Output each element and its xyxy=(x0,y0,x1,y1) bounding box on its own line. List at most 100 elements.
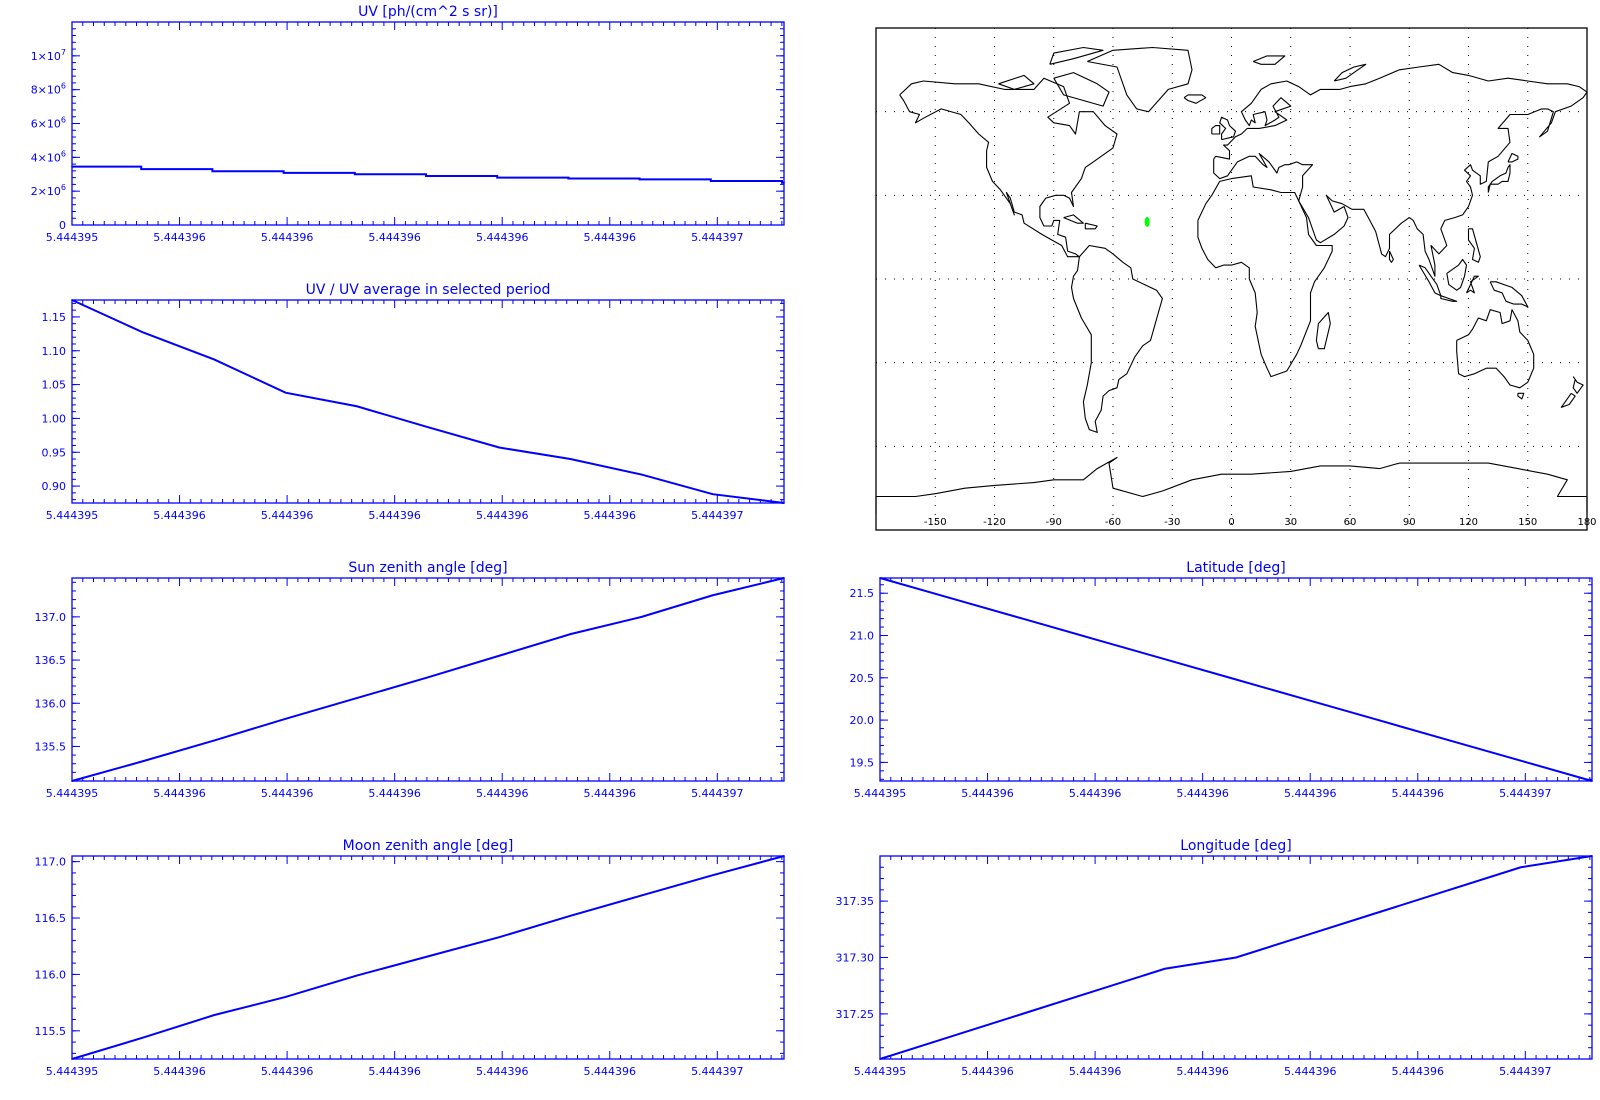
x-tick-label: 5.444396 xyxy=(476,787,529,800)
x-tick-label: 5.444396 xyxy=(476,231,529,244)
data-point xyxy=(1520,866,1522,869)
x-tick-label: 5.444397 xyxy=(1499,1065,1552,1078)
data-point xyxy=(783,181,785,184)
data-point xyxy=(1021,1013,1024,1015)
data-point xyxy=(71,299,73,301)
data-point xyxy=(142,760,144,762)
plot-frame xyxy=(879,577,1593,782)
data-point xyxy=(712,180,714,182)
x-tick-label: 5.444397 xyxy=(691,1065,744,1078)
chart-title: Sun zenith angle [deg] xyxy=(348,560,507,576)
data-point xyxy=(1164,658,1166,660)
y-tick-label: 1.00 xyxy=(42,412,67,425)
y-tick-label: 21.5 xyxy=(850,587,875,600)
y-tick-exponent: 6 xyxy=(61,82,66,91)
y-tick-mantissa: 2×10 xyxy=(31,185,61,198)
coastline-hispaniola xyxy=(1084,222,1098,230)
x-tick-label: 5.444397 xyxy=(691,787,744,800)
chart-title: Moon zenith angle [deg] xyxy=(343,838,514,854)
data-point xyxy=(569,458,572,460)
data-point xyxy=(498,446,501,449)
coastline-north-america xyxy=(899,77,1118,258)
data-point xyxy=(213,170,216,173)
y-tick-label: 317.25 xyxy=(836,1008,875,1021)
y-tick-label: 115.5 xyxy=(35,1025,67,1038)
x-tick-label: 5.444396 xyxy=(1392,787,1445,800)
coastline-tasmania xyxy=(1517,392,1525,400)
chart-longitude: Longitude [deg] 5.444395 5.444396 5.444396 5… xyxy=(836,838,1593,1078)
y-tick-label: 117.0 xyxy=(35,856,67,869)
map-lon-label: 0 xyxy=(1228,517,1234,528)
x-tick-label: 5.444396 xyxy=(584,231,637,244)
x-tick-label: 5.444396 xyxy=(1392,1065,1445,1078)
chart-uv-ratio: UV / UV average in selected period 5.4443… xyxy=(42,282,785,522)
map-lon-label: 30 xyxy=(1284,517,1297,528)
data-point xyxy=(1377,911,1380,914)
y-tick-label: 4×106 xyxy=(31,149,66,164)
data-point xyxy=(427,955,429,958)
y-tick-label: 8×106 xyxy=(31,82,66,97)
x-tick-label: 5.444396 xyxy=(368,231,421,244)
data-point xyxy=(213,739,216,742)
data-point xyxy=(783,502,785,504)
y-tick-exponent: 6 xyxy=(61,116,66,125)
x-tick-label: 5.444396 xyxy=(476,1065,529,1078)
data-point xyxy=(71,165,73,168)
data-point xyxy=(1448,889,1451,891)
coastline-novaya-zemlya xyxy=(1333,63,1367,82)
plot-frame xyxy=(71,577,785,782)
x-tick-label: 5.444396 xyxy=(153,509,206,522)
data-point xyxy=(640,178,643,181)
x-tick-label: 5.444396 xyxy=(261,509,314,522)
y-tick-label: 0 xyxy=(59,219,66,232)
data-point xyxy=(498,176,501,179)
data-point xyxy=(1520,759,1522,762)
data-point xyxy=(1306,934,1308,936)
x-tick-label: 5.444396 xyxy=(1176,787,1229,800)
y-tick-mantissa: 1×10 xyxy=(31,50,61,63)
data-point xyxy=(284,172,287,174)
map-frame xyxy=(875,27,1588,531)
position-marker xyxy=(1144,216,1150,227)
chart-title: UV / UV average in selected period xyxy=(306,282,551,298)
data-point xyxy=(640,616,643,618)
x-tick-label: 5.444396 xyxy=(584,509,637,522)
y-tick-label: 0.95 xyxy=(42,446,67,459)
data-point xyxy=(427,426,429,429)
y-tick-exponent: 6 xyxy=(61,149,66,158)
coastline-sri-lanka xyxy=(1388,250,1394,263)
data-point xyxy=(142,168,144,170)
y-tick-label: 20.0 xyxy=(850,714,875,727)
data-point xyxy=(1377,719,1380,721)
y-tick-label: 116.5 xyxy=(35,912,67,925)
data-point xyxy=(284,996,287,998)
data-point xyxy=(356,974,358,977)
data-point xyxy=(879,577,881,579)
x-tick-label: 5.444396 xyxy=(1284,787,1337,800)
data-point xyxy=(1591,855,1593,857)
x-tick-label: 5.444395 xyxy=(854,787,907,800)
x-tick-label: 5.444396 xyxy=(1069,787,1122,800)
series-line xyxy=(71,299,785,504)
data-point xyxy=(879,1058,881,1060)
data-point xyxy=(569,633,572,635)
x-tick-label: 5.444395 xyxy=(46,509,99,522)
map-lon-label: 120 xyxy=(1459,517,1478,528)
x-tick-label: 5.444396 xyxy=(1284,1065,1337,1078)
y-tick-label: 137.0 xyxy=(35,611,67,624)
map-lon-label: -60 xyxy=(1105,517,1121,528)
x-tick-label: 5.444395 xyxy=(46,231,99,244)
coastline-borneo xyxy=(1446,258,1468,291)
x-tick-label: 5.444396 xyxy=(368,787,421,800)
series-line xyxy=(71,855,785,1060)
plot-frame xyxy=(71,21,785,226)
coastline-baffin xyxy=(1053,72,1110,107)
data-point xyxy=(284,391,287,394)
x-tick-label: 5.444396 xyxy=(476,509,529,522)
data-point xyxy=(142,1036,144,1039)
x-tick-label: 5.444397 xyxy=(1499,787,1552,800)
world-map: -150 -120 -90 -60 -30 0 30 60 90 120 150 180 xyxy=(875,27,1597,531)
y-tick-mantissa: 8×10 xyxy=(31,84,61,97)
y-tick-label: 116.0 xyxy=(35,968,67,981)
series-line xyxy=(72,165,784,184)
